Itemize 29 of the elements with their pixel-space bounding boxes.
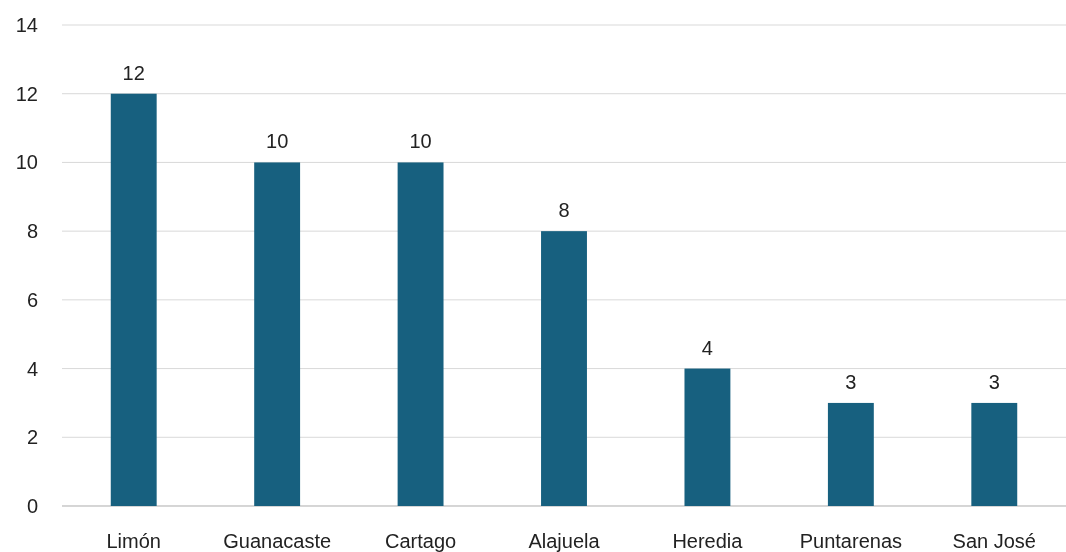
y-tick-label: 10 bbox=[15, 151, 38, 174]
x-tick-label: Limón bbox=[106, 530, 161, 552]
data-label: 10 bbox=[266, 130, 289, 153]
y-tick-label: 6 bbox=[26, 288, 38, 311]
data-label: 3 bbox=[845, 370, 857, 393]
x-tick-label: Heredia bbox=[672, 530, 744, 552]
bar bbox=[254, 162, 301, 506]
y-tick-label: 8 bbox=[26, 220, 38, 243]
x-tick-label: Puntarenas bbox=[799, 530, 903, 552]
x-tick-label: Alajuela bbox=[528, 530, 601, 552]
data-label: 12 bbox=[122, 61, 145, 84]
y-tick-label: 14 bbox=[15, 14, 38, 36]
bar bbox=[397, 162, 444, 506]
data-label: 8 bbox=[558, 199, 570, 222]
bar bbox=[971, 402, 1018, 506]
bar bbox=[827, 402, 874, 506]
data-label: 4 bbox=[701, 336, 713, 359]
x-tick-label: Cartago bbox=[384, 530, 457, 552]
x-tick-label: San José bbox=[952, 530, 1036, 552]
bar bbox=[541, 231, 587, 506]
y-tick-label: 12 bbox=[15, 82, 38, 105]
bar bbox=[684, 368, 731, 506]
bar bbox=[110, 93, 157, 506]
y-tick-label: 0 bbox=[26, 495, 38, 517]
x-tick-label: Guanacaste bbox=[223, 530, 332, 552]
data-label: 3 bbox=[988, 370, 1000, 393]
y-tick-label: 4 bbox=[26, 357, 38, 380]
data-label: 10 bbox=[409, 130, 432, 153]
y-tick-label: 2 bbox=[26, 426, 38, 449]
